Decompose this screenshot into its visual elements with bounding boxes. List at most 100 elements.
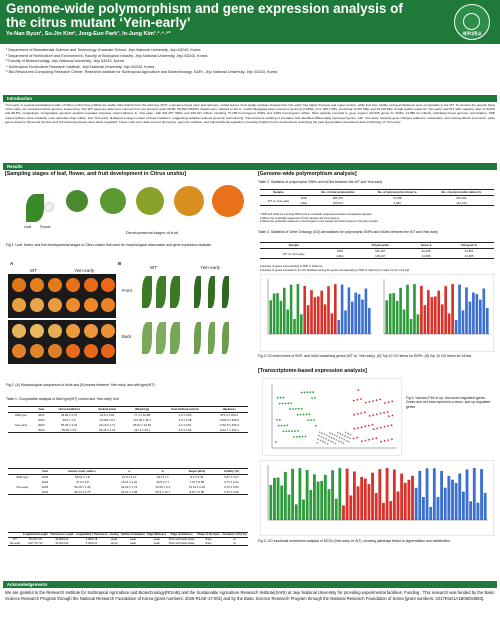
- go-bar: [356, 486, 360, 520]
- leaf-photo: [170, 322, 180, 354]
- table2-note: b Where the nucleotide sequence is homoz…: [260, 220, 379, 224]
- go-bar: [465, 469, 469, 520]
- fruit-stage-2: [100, 188, 126, 214]
- volcano-point: [343, 438, 346, 441]
- volcano-point: [341, 433, 344, 436]
- table-header: Year: [41, 469, 48, 474]
- logo-emblem: [463, 13, 480, 30]
- leaf-photo: [156, 276, 166, 308]
- go-bar: [293, 319, 296, 334]
- go-bar: [313, 474, 316, 520]
- table-row: Yein-early 2023 55.20 ± 3.23 43.19 ± 2.71 86…: [8, 422, 248, 427]
- go-bar: [422, 497, 425, 520]
- fruit-photo: [48, 298, 62, 312]
- volcano-point: [277, 424, 280, 427]
- table-cell: 0.71 ± 0.12: [224, 479, 239, 484]
- volcano-point: [295, 435, 298, 438]
- volcano-point: [276, 419, 278, 421]
- table-cell: 0.79 ± 0.08: [224, 489, 239, 494]
- fig3b-bars: [385, 284, 489, 334]
- volcano-point: [317, 438, 319, 441]
- go-bar: [472, 292, 475, 334]
- logo-text: 제주대학교: [462, 31, 482, 36]
- go-bar: [411, 475, 414, 520]
- table-cell: 1241.7 ± 243.1: [219, 427, 239, 432]
- volcano-point: [309, 391, 312, 394]
- volcano-point: [376, 413, 378, 416]
- volcano-point: [326, 442, 329, 445]
- leaf-label: Leaf: [24, 225, 31, 229]
- volcano-point: [318, 431, 321, 433]
- go-bar: [451, 284, 454, 334]
- go-bar: [406, 284, 409, 334]
- table-cell: 1436.8 ± 456.6: [219, 417, 239, 422]
- table-cell: Short and blade shape: [168, 538, 195, 542]
- volcano-point: [279, 396, 282, 399]
- table-cell: 95.60±7.94: [28, 538, 42, 542]
- affiliation-3: ³ Faculty of Biotechnology, Jeju Nationa…: [6, 59, 124, 63]
- volcano-point: [340, 437, 343, 440]
- volcano-point: [391, 438, 393, 441]
- table-header: Longitudinal / Transverse: [75, 533, 108, 537]
- volcano-point: [364, 411, 366, 414]
- go-bar: [465, 287, 468, 334]
- volcano-point: [307, 419, 310, 422]
- table-cell: 103.77±7.43: [28, 541, 43, 545]
- fruit-section: [12, 324, 26, 338]
- volcano-point: [356, 436, 358, 439]
- go-bar: [409, 319, 413, 334]
- fig3a-bars: [269, 284, 371, 334]
- go-bar: [382, 502, 385, 520]
- table-cell: 2023: [41, 475, 49, 480]
- fruit-photo: [66, 344, 80, 358]
- table-cell: InDel: [336, 253, 344, 258]
- volcano-point: [316, 442, 319, 444]
- volcano-point: [302, 413, 305, 416]
- go-bar: [447, 313, 451, 334]
- fruit-photo: [101, 298, 115, 312]
- volcano-point: [347, 432, 350, 435]
- volcano-point: [344, 431, 347, 434]
- table-cell: 2024: [38, 427, 45, 432]
- table-cell: 55.20 ± 3.23: [61, 422, 78, 427]
- fruit-photo: [66, 298, 80, 312]
- table-cell: weak: [129, 538, 136, 542]
- leaf-photo: [222, 322, 229, 354]
- fig5-go-functional: [260, 460, 494, 536]
- affiliations: ¹ Department of Biomaterials Science and…: [6, 48, 494, 76]
- leaf-photo: [208, 276, 215, 308]
- go-bar: [432, 468, 436, 520]
- volcano-point: [372, 414, 375, 416]
- fruit-section: [30, 324, 44, 338]
- volcano-point: [371, 423, 374, 426]
- volcano-point: [333, 434, 336, 436]
- volcano-point: [371, 438, 374, 440]
- table-cell: 20,335: [421, 249, 431, 254]
- volcano-point: [349, 433, 352, 436]
- table-cell: 10.19 ± 0.18: [188, 484, 205, 489]
- table-cell: 72,188: [392, 196, 402, 201]
- go-bar: [357, 294, 361, 334]
- table-cell: Wild type: [15, 413, 27, 418]
- go-bar: [303, 285, 306, 334]
- go-bar: [294, 504, 298, 520]
- volcano-point: [299, 413, 302, 416]
- volcano-point: [339, 433, 342, 435]
- volcano-point: [356, 398, 359, 401]
- go-bar: [279, 300, 283, 334]
- go-bar: [461, 310, 465, 334]
- go-bar: [402, 309, 406, 334]
- volcano-point: [281, 402, 284, 405]
- go-bar: [280, 485, 284, 520]
- volcano-point: [364, 439, 367, 442]
- fruit-photo: [12, 344, 26, 358]
- fruit-stage-1: [66, 190, 88, 212]
- table-row: WT vs Yein-early SNP 691,257 20,335 23,851: [260, 248, 494, 255]
- table2-note: a Where the nucleotide sequences of both…: [260, 216, 340, 220]
- go-bar: [429, 506, 433, 520]
- go-bar: [374, 493, 378, 520]
- table-cell: WT vs Yein-early: [267, 198, 290, 203]
- table-cell: 2023: [41, 484, 49, 489]
- table-cell: 7.67 ± 0.88: [189, 479, 205, 484]
- volcano-point: [383, 440, 386, 442]
